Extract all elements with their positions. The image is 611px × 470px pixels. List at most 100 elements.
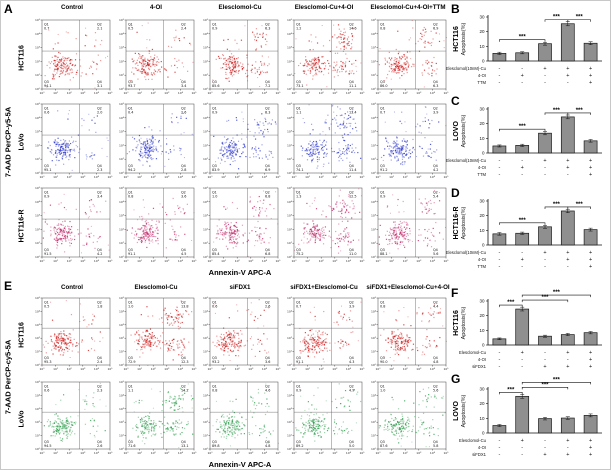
error-bar — [520, 306, 525, 312]
y-tick-label: 20 — [479, 121, 485, 126]
condition-sign: + — [543, 250, 546, 256]
condition-sign: - — [498, 73, 500, 79]
condition-sign: - — [498, 357, 500, 363]
condition-sign: - — [544, 438, 546, 444]
y-tick-label: 0 — [482, 343, 485, 348]
significance-bracket — [567, 19, 591, 22]
condition-sign: + — [566, 165, 569, 171]
y-tick-label: 20 — [479, 313, 485, 318]
bar — [538, 226, 552, 246]
condition-sign: + — [589, 452, 592, 458]
condition-sign: + — [589, 357, 592, 363]
panel-a-letter: A — [4, 2, 13, 16]
significance-label: *** — [553, 202, 561, 208]
condition-sign: - — [521, 364, 523, 370]
bar-chart-d: 0 10 20 30 Apoptosis(%)HCT116-R *** *** *** Eles… — [446, 199, 602, 270]
condition-sign: - — [521, 452, 523, 458]
row-label: LoVo — [18, 410, 26, 428]
error-bar — [588, 331, 593, 335]
flow-plot — [199, 101, 281, 183]
condition-sign: + — [521, 438, 524, 444]
panel-e-x-axis-label: Annexin-V APC-A — [208, 460, 272, 469]
panel-f-letter: F — [451, 286, 459, 300]
bar-chart-f: 0 10 20 30 Apoptosis(%)HCT116 *** *** *** Elescl… — [453, 290, 602, 370]
condition-sign: - — [521, 357, 523, 363]
bar — [515, 308, 530, 346]
y-tick-label: 10 — [479, 136, 485, 141]
condition-sign: + — [589, 66, 592, 72]
condition-sign: - — [498, 350, 500, 356]
flow-plot — [283, 17, 365, 99]
condition-sign: + — [521, 73, 524, 79]
error-bar — [497, 144, 502, 148]
significance-label: *** — [507, 387, 515, 393]
error-bar — [543, 334, 547, 338]
error-bar — [565, 114, 570, 120]
significance-label: *** — [519, 218, 527, 224]
y-tick-label: 30 — [479, 299, 485, 304]
condition-sign: - — [498, 172, 500, 178]
panel-c-letter: C — [451, 94, 460, 108]
condition-sign: - — [521, 445, 523, 451]
condition-sign: + — [543, 452, 546, 458]
bar — [560, 23, 575, 62]
y-tick-label: 30 — [479, 107, 485, 112]
condition-sign: + — [589, 364, 592, 370]
bar — [538, 43, 552, 62]
bar — [515, 232, 530, 246]
flow-plot — [367, 185, 449, 267]
cell-line-label: HCT116 — [453, 26, 460, 52]
significance-label: *** — [576, 108, 584, 114]
error-bar — [565, 333, 570, 337]
y-tick-label: 0 — [482, 431, 485, 436]
panel-b-letter: B — [451, 2, 460, 16]
flow-plot — [31, 295, 113, 375]
cell-line-label: LOVO — [453, 401, 460, 421]
row-label: LoVo — [18, 133, 26, 151]
condition-row-label: TTM — [477, 172, 486, 177]
condition-sign: - — [498, 165, 500, 171]
condition-row-label: siFDX1 — [472, 452, 486, 457]
column-header: Control — [61, 284, 83, 291]
flow-plot — [31, 379, 113, 459]
flow-plot — [283, 295, 365, 375]
condition-row-label: Elesclomol(10nM)-Cu — [446, 66, 487, 71]
flow-plot — [283, 185, 365, 267]
bar-chart-c: 0 10 20 30 Apoptosis(%)LOVO *** *** *** Elesclom… — [446, 107, 602, 178]
condition-sign: - — [498, 438, 500, 444]
condition-sign: + — [566, 66, 569, 72]
flow-plot — [199, 185, 281, 267]
panel-g-letter: G — [451, 372, 461, 386]
significance-bracket — [521, 382, 591, 385]
error-bar — [565, 416, 570, 420]
bar — [560, 210, 575, 246]
condition-sign: + — [566, 257, 569, 263]
bar — [538, 132, 552, 154]
y-tick-label: 0 — [482, 243, 485, 248]
condition-row-label: siFDX1 — [472, 364, 486, 369]
significance-label: *** — [541, 295, 549, 301]
bar — [560, 334, 575, 346]
bar — [583, 140, 598, 154]
error-bar — [543, 131, 547, 136]
column-header: Elesclomol-Cu — [218, 4, 262, 11]
y-tick-label: 20 — [479, 213, 485, 218]
condition-row-label: Elesclomol(10nM)-Cu — [446, 158, 487, 163]
flow-plot — [199, 17, 281, 99]
condition-sign: - — [544, 80, 546, 86]
condition-sign: + — [589, 250, 592, 256]
significance-label: *** — [553, 15, 561, 21]
condition-sign: - — [567, 264, 569, 270]
bar — [583, 229, 598, 246]
condition-sign: - — [544, 357, 546, 363]
condition-sign: + — [566, 350, 569, 356]
bar — [515, 395, 530, 434]
significance-bracket — [499, 128, 546, 132]
significance-label: *** — [553, 108, 561, 114]
error-bar — [543, 417, 547, 421]
condition-sign: - — [544, 165, 546, 171]
condition-sign: - — [567, 172, 569, 178]
error-bar — [497, 232, 502, 236]
condition-sign: + — [521, 350, 524, 356]
condition-sign: - — [521, 250, 523, 256]
